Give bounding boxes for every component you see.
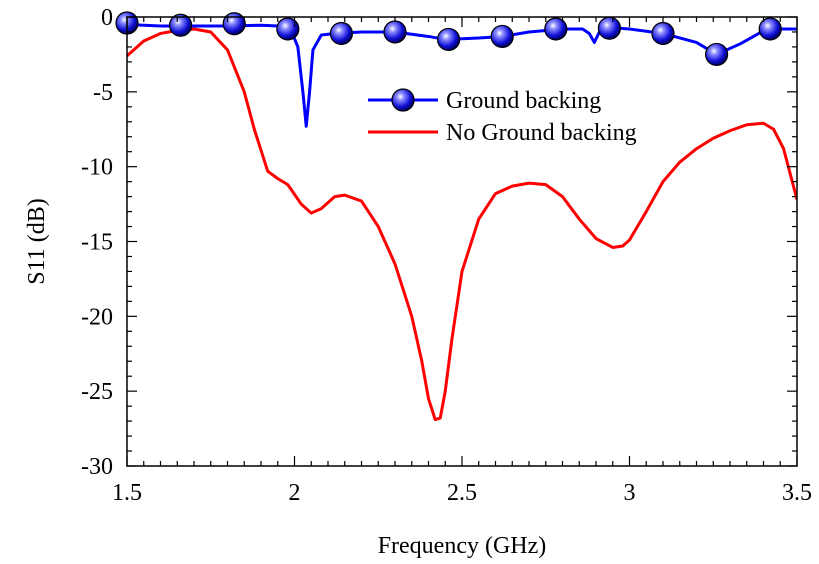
data-point-ground-backing — [758, 17, 782, 41]
data-point-ground-backing — [651, 21, 675, 46]
y-axis-title: S11 (dB) — [24, 198, 50, 284]
data-point-ground-backing — [704, 42, 729, 67]
y-tick-label: -20 — [81, 304, 113, 330]
axes: 0 -5 -10 -15 -20 -25 -301.5 2 2.5 3 3.5 — [81, 5, 812, 506]
x-tick-label: 3.5 — [782, 480, 812, 506]
y-tick-label: -5 — [93, 80, 113, 106]
data-point-ground-backing — [544, 17, 568, 41]
legend-label-no-ground-backing: No Ground backing — [446, 120, 637, 146]
series-line-no-ground-backing — [127, 27, 797, 422]
y-tick-label: -10 — [81, 155, 113, 181]
x-axis-title: Frequency (GHz) — [378, 533, 547, 559]
data-point-ground-backing — [222, 12, 246, 36]
legend-label-ground-backing: Ground backing — [446, 88, 601, 114]
plot-frame — [126, 16, 798, 467]
data-point-ground-backing — [437, 27, 461, 52]
data-point-ground-backing — [597, 16, 622, 40]
x-tick-label: 2 — [289, 480, 301, 506]
plot-area — [115, 11, 797, 422]
legend-marker-ground-backing — [391, 88, 415, 112]
x-tick-label: 1.5 — [112, 480, 142, 506]
x-tick-label: 3 — [624, 480, 636, 506]
data-point-ground-backing — [276, 17, 300, 41]
y-tick-label: -25 — [81, 379, 113, 405]
y-tick-label: 0 — [101, 5, 113, 31]
data-point-ground-backing — [383, 20, 407, 44]
legend: Ground backing No Ground backing — [368, 88, 637, 146]
x-tick-label: 2.5 — [447, 480, 477, 506]
data-point-ground-backing — [169, 13, 193, 37]
y-tick-label: -15 — [81, 230, 113, 256]
data-point-ground-backing — [490, 24, 514, 49]
y-tick-label: -30 — [81, 454, 113, 480]
data-point-ground-backing — [329, 21, 353, 46]
